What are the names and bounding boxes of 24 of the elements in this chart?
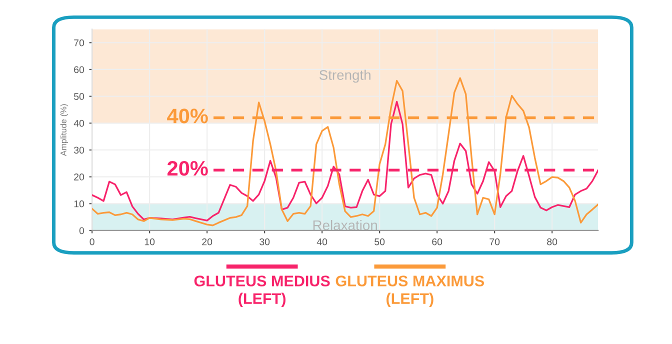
x-tick-label: 10: [144, 238, 155, 246]
band-label: Strength: [319, 70, 370, 83]
x-tick-label: 80: [547, 238, 558, 246]
x-tick-label: 20: [202, 238, 212, 246]
x-tick-label: 0: [90, 238, 94, 246]
y-tick-label: 40: [74, 120, 84, 127]
y-tick-label: 50: [74, 93, 84, 100]
legend-label: GLUTEUS MAXIMUS (LEFT): [336, 276, 484, 308]
x-tick-label: 40: [316, 238, 328, 246]
x-tick-label: 60: [432, 238, 442, 246]
x-tick-label: 30: [260, 238, 270, 246]
legend-label: GLUTEUS MEDIUS (LEFT): [194, 276, 330, 308]
y-tick-label: 70: [74, 39, 84, 46]
y-axis-title: Amplitude (%): [60, 104, 68, 156]
y-tick-label: 10: [74, 200, 84, 208]
annotation: 40%: [167, 108, 208, 124]
x-tick-label: 50: [374, 238, 385, 246]
y-tick-label: 20: [74, 174, 84, 180]
band-label: Relaxation: [313, 220, 377, 230]
y-tick-label: 0: [79, 227, 84, 234]
x-tick-label: 70: [490, 238, 500, 246]
y-tick-label: 30: [74, 146, 84, 154]
y-tick-label: 60: [74, 66, 84, 74]
annotation: 20%: [167, 160, 208, 176]
